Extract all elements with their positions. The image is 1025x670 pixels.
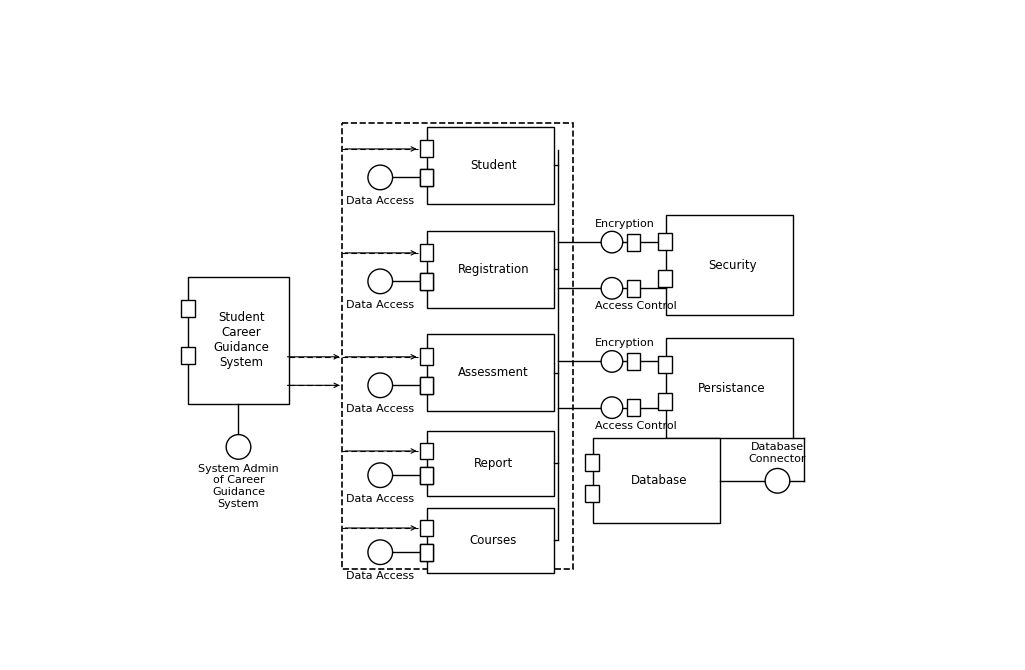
Bar: [419, 348, 434, 365]
Bar: [666, 338, 793, 438]
Bar: [419, 377, 434, 394]
Bar: [342, 123, 573, 570]
Text: Report: Report: [474, 457, 514, 470]
Bar: [180, 299, 195, 316]
Bar: [419, 169, 434, 186]
Bar: [419, 467, 434, 484]
Text: System Admin
of Career
Guidance
System: System Admin of Career Guidance System: [198, 464, 279, 509]
Circle shape: [368, 269, 393, 293]
Bar: [592, 438, 720, 523]
Circle shape: [368, 463, 393, 488]
Circle shape: [368, 540, 393, 565]
Bar: [419, 544, 434, 561]
Text: Security: Security: [708, 259, 756, 272]
Circle shape: [601, 350, 623, 373]
Bar: [419, 519, 434, 537]
Bar: [419, 245, 434, 261]
Bar: [419, 169, 434, 186]
Text: Data Access: Data Access: [346, 571, 414, 581]
Bar: [626, 353, 641, 370]
Text: Data Access: Data Access: [346, 494, 414, 504]
Bar: [585, 485, 599, 502]
Circle shape: [766, 468, 790, 493]
Bar: [180, 346, 195, 364]
Bar: [626, 399, 641, 416]
Circle shape: [601, 231, 623, 253]
Circle shape: [601, 277, 623, 299]
Bar: [585, 454, 599, 470]
Text: Access Control: Access Control: [594, 302, 677, 312]
Bar: [427, 127, 555, 204]
Bar: [419, 273, 434, 290]
Bar: [427, 334, 555, 411]
Text: Encryption: Encryption: [594, 338, 655, 348]
Text: Database: Database: [630, 474, 687, 487]
Bar: [427, 230, 555, 308]
Bar: [419, 273, 434, 290]
Bar: [626, 234, 641, 251]
Text: Data Access: Data Access: [346, 404, 414, 414]
Bar: [189, 277, 289, 404]
Bar: [658, 270, 672, 287]
Bar: [626, 280, 641, 297]
Bar: [419, 467, 434, 484]
Circle shape: [368, 373, 393, 397]
Text: Persistance: Persistance: [698, 382, 766, 395]
Text: Registration: Registration: [457, 263, 529, 275]
Bar: [427, 508, 555, 574]
Text: Data Access: Data Access: [346, 300, 414, 310]
Bar: [666, 215, 793, 316]
Bar: [419, 442, 434, 460]
Text: Access Control: Access Control: [594, 421, 677, 431]
Bar: [419, 544, 434, 561]
Text: Student
Career
Guidance
System: Student Career Guidance System: [213, 312, 270, 369]
Bar: [658, 233, 672, 250]
Text: Data Access: Data Access: [346, 196, 414, 206]
Text: Database
Connector: Database Connector: [748, 442, 807, 464]
Circle shape: [368, 165, 393, 190]
Text: Assessment: Assessment: [458, 366, 529, 379]
Text: Encryption: Encryption: [594, 219, 655, 229]
Bar: [419, 141, 434, 157]
Bar: [427, 431, 555, 496]
Bar: [658, 356, 672, 373]
Circle shape: [227, 435, 251, 459]
Text: Student: Student: [470, 159, 517, 172]
Circle shape: [601, 397, 623, 419]
Bar: [658, 393, 672, 410]
Bar: [419, 377, 434, 394]
Text: Courses: Courses: [469, 534, 518, 547]
